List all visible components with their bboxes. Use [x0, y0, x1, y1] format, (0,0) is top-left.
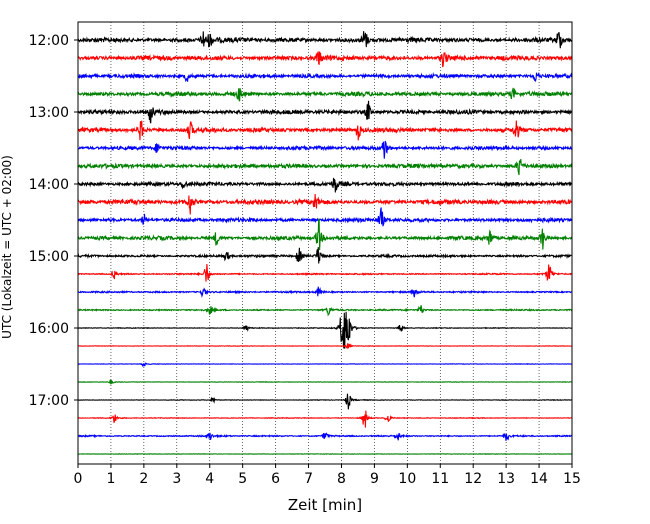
x-tick-label-7: 7 — [304, 471, 313, 487]
x-tick-label-10: 10 — [398, 471, 416, 487]
x-tick-label-15: 15 — [563, 471, 581, 487]
trace-1215 — [78, 52, 572, 68]
trace-1615 — [78, 344, 572, 348]
x-tick-label-9: 9 — [370, 471, 379, 487]
trace-1630 — [78, 363, 572, 366]
grid-lines — [111, 22, 539, 464]
x-tick-label-13: 13 — [497, 471, 515, 487]
y-tick-label-1600: 16:00 — [29, 321, 69, 337]
x-tick-label-6: 6 — [271, 471, 280, 487]
trace-1245 — [78, 88, 572, 101]
x-tick-label-4: 4 — [205, 471, 214, 487]
trace-1500 — [78, 247, 572, 263]
trace-1600 — [78, 312, 572, 349]
trace-1445 — [78, 219, 572, 250]
trace-1730 — [78, 433, 572, 441]
y-axis-ticks: 12:00 13:00 14:00 15:00 16:00 17:00 — [29, 33, 78, 409]
x-axis-label: Zeit [min] — [288, 496, 362, 514]
x-tick-label-11: 11 — [431, 471, 449, 487]
trace-1430 — [78, 208, 572, 227]
trace-1230 — [78, 73, 572, 82]
x-tick-label-2: 2 — [139, 471, 148, 487]
trace-1315 — [78, 121, 572, 141]
x-tick-label-3: 3 — [172, 471, 181, 487]
x-tick-label-14: 14 — [530, 471, 548, 487]
trace-group — [78, 31, 572, 454]
trace-1400 — [78, 178, 572, 193]
x-tick-label-5: 5 — [238, 471, 247, 487]
trace-1515 — [78, 264, 572, 281]
y-tick-label-1700: 17:00 — [29, 393, 69, 409]
x-tick-label-1: 1 — [106, 471, 115, 487]
trace-1345 — [78, 159, 572, 175]
trace-1530 — [78, 287, 572, 298]
trace-1330 — [78, 141, 572, 159]
y-tick-label-1400: 14:00 — [29, 177, 69, 193]
trace-1700 — [78, 394, 572, 410]
y-axis-label: UTC (Lokalzeit = UTC + 02:00) — [0, 155, 14, 339]
trace-1545 — [78, 305, 572, 315]
trace-1645 — [78, 380, 572, 384]
trace-1300 — [78, 101, 572, 124]
y-tick-label-1200: 12:00 — [29, 33, 69, 49]
x-tick-label-8: 8 — [337, 471, 346, 487]
plot-frame — [78, 22, 572, 464]
y-tick-label-1500: 15:00 — [29, 249, 69, 265]
trace-1415 — [78, 194, 572, 214]
x-tick-label-0: 0 — [74, 471, 83, 487]
trace-1200 — [78, 31, 572, 48]
y-tick-label-1300: 13:00 — [29, 105, 69, 121]
x-tick-label-12: 12 — [464, 471, 482, 487]
trace-1715 — [78, 411, 572, 428]
